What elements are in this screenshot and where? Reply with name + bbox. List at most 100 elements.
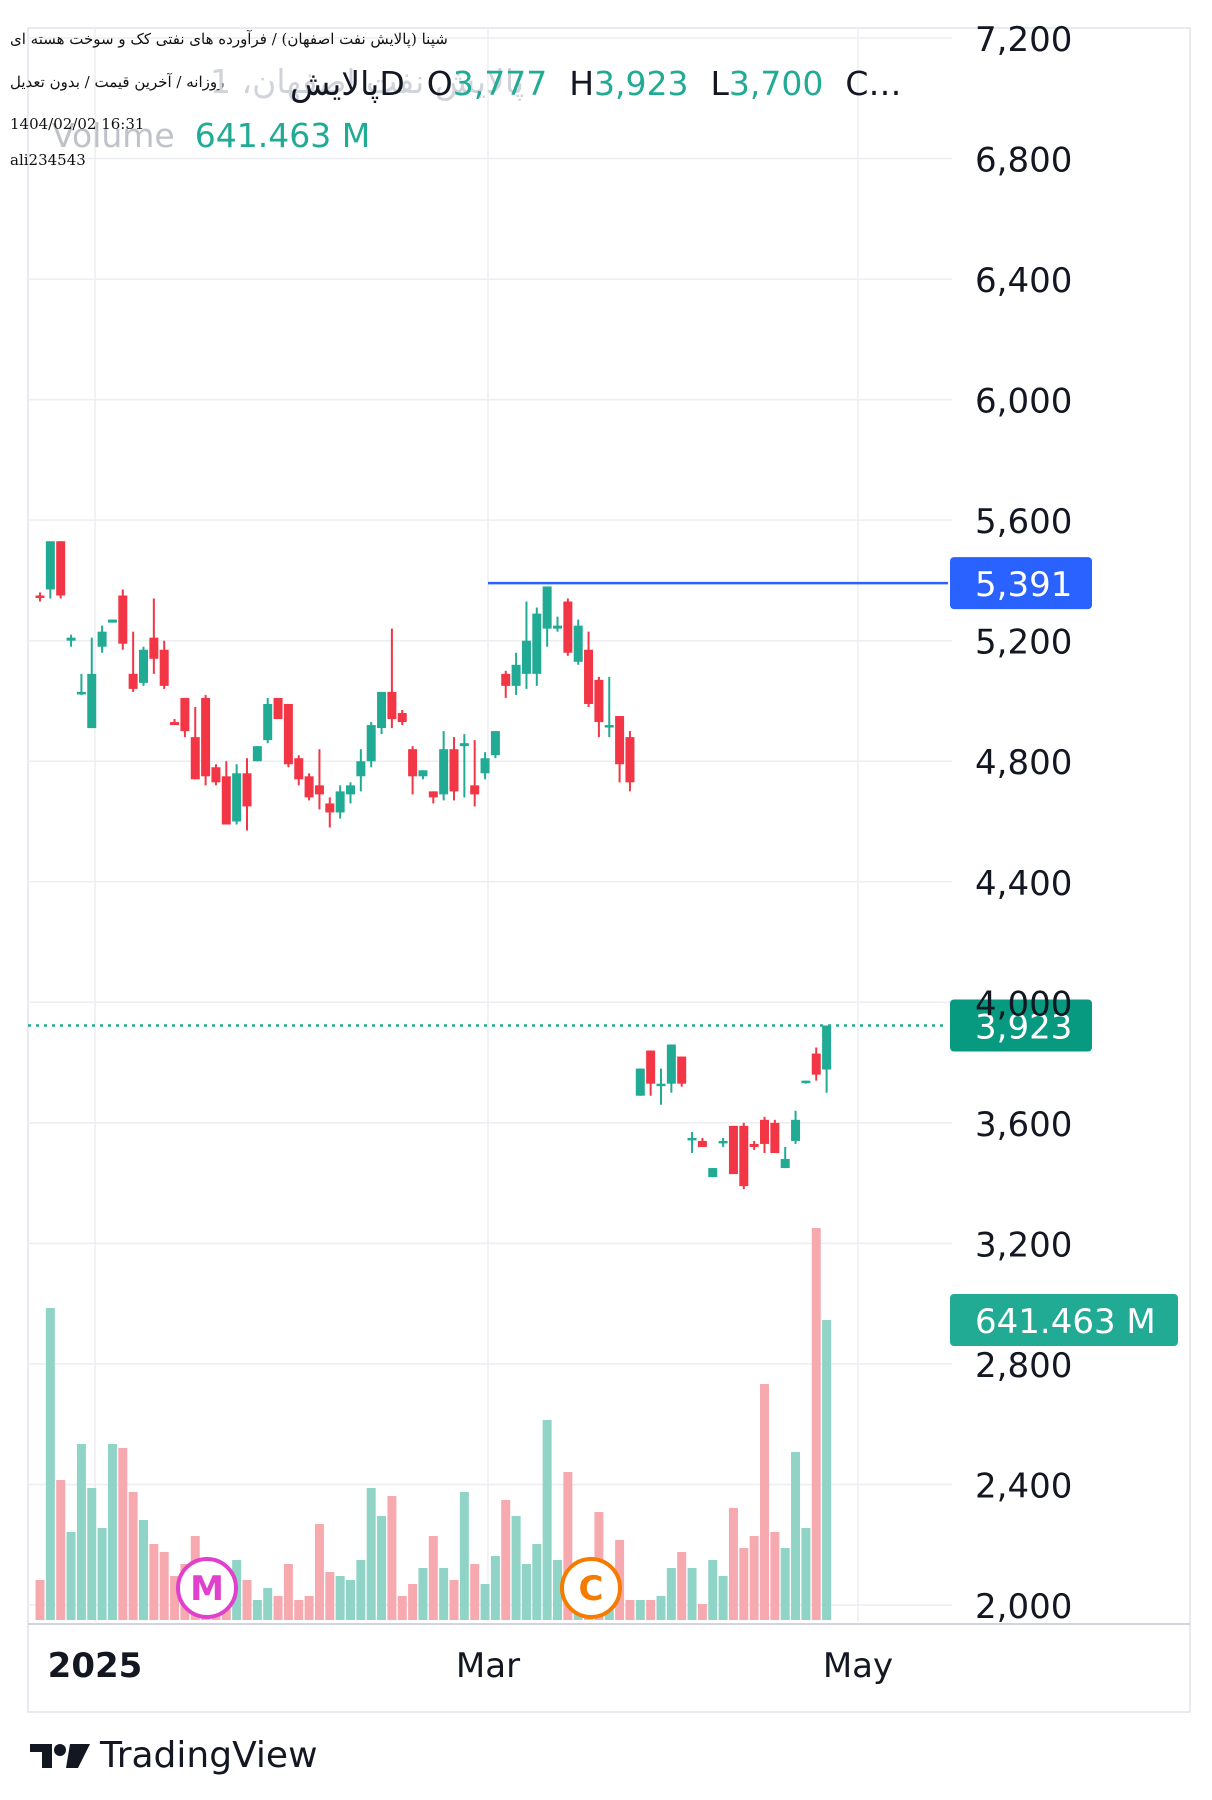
volume-bar [377,1516,387,1620]
volume-bar [749,1536,759,1620]
brand-name: TradingView [100,1735,318,1776]
candle [180,697,190,738]
volume-bar [563,1472,573,1620]
open-value: 3,777 [452,64,548,103]
volume-bar [356,1560,366,1620]
candle-body [770,1122,780,1153]
candle-body [708,1168,718,1178]
candle [128,631,138,692]
ohlc-legend: پالایشD O3,777 H3,923 L3,700 C… [290,64,901,103]
price-tick-label: 5,200 [975,623,1072,663]
tradingview-logo-icon [30,1743,90,1768]
candle [418,770,428,780]
candle-body [697,1140,707,1147]
candle [656,1068,666,1105]
candle-body [232,773,242,822]
volume-bar [490,1556,500,1620]
volume-bar [304,1596,314,1620]
candle-body [604,725,614,728]
price-tick-label: 2,000 [975,1587,1072,1627]
low-label: L [710,64,729,103]
candle [294,755,304,786]
price-tick-label: 6,400 [975,261,1072,301]
candle-body [459,743,469,747]
price-line-badge-bg [950,557,1092,610]
volume-bar [625,1600,635,1620]
candle [677,1056,687,1087]
candle-body [542,586,552,629]
volume-bar [656,1596,666,1620]
volume-bar [139,1520,148,1620]
candle-body [273,697,283,720]
volume-label: Volume [52,116,175,155]
candle [304,773,314,801]
candle [749,1140,759,1150]
candle [377,691,387,735]
high-value: 3,923 [594,64,689,103]
open-label: O [426,64,453,103]
volume-bar [459,1492,469,1620]
volume-bar [553,1560,562,1620]
candle [283,703,293,768]
candle [511,652,521,695]
candle [387,628,397,729]
candle [635,1068,645,1096]
volume-bar [325,1572,335,1620]
candle-body [87,673,97,729]
volume-bar [273,1596,283,1620]
volume-bar [718,1576,728,1620]
candle [459,734,469,798]
candle [646,1050,656,1096]
price-tick-label: 2,800 [975,1346,1072,1386]
candle [211,764,221,786]
candle-body [822,1025,832,1070]
candle-body [573,625,583,662]
candle [666,1044,676,1093]
candle-body [511,664,521,686]
volume-bar [263,1588,273,1620]
tradingview-brand[interactable]: TradingView [30,1735,318,1776]
volume-bar [252,1600,262,1620]
volume-bar [87,1488,97,1620]
volume-bar [397,1596,407,1620]
candle [501,670,511,698]
candle [66,634,76,647]
volume-bar [366,1488,376,1620]
volume-bar [335,1576,345,1620]
candle-body [242,773,252,807]
last-price-badge: 3,923 [950,999,1092,1052]
candle [366,722,376,768]
volume-bar [791,1452,801,1620]
candle-body [635,1068,645,1096]
candle-body [584,649,594,704]
volume-bar [314,1524,324,1620]
candle [760,1116,769,1153]
candle [35,592,45,602]
volume-bar [739,1548,749,1620]
candle-body [490,731,500,756]
candle [490,731,500,759]
price-line-badge: 5,391 [950,557,1092,610]
price-tick-label: 6,000 [975,382,1072,422]
candle [728,1125,738,1175]
volume-bar [283,1564,293,1620]
candle [439,731,449,801]
candle [780,1146,790,1169]
candle [801,1080,811,1084]
volume-bar [770,1532,780,1620]
candle-body [760,1119,769,1144]
volume-bar [76,1444,86,1620]
volume-bar [56,1480,66,1620]
candle [584,631,594,707]
event-marker-m-letter: M [190,1569,224,1609]
candle-body [408,749,418,777]
candle [553,616,562,632]
volume-bar [542,1420,552,1620]
candle-body [35,595,45,598]
close-value-truncated: C… [845,64,902,103]
low-value: 3,700 [728,64,824,103]
candle [604,676,614,738]
volume-bar [811,1228,821,1620]
candle-body [128,673,138,689]
